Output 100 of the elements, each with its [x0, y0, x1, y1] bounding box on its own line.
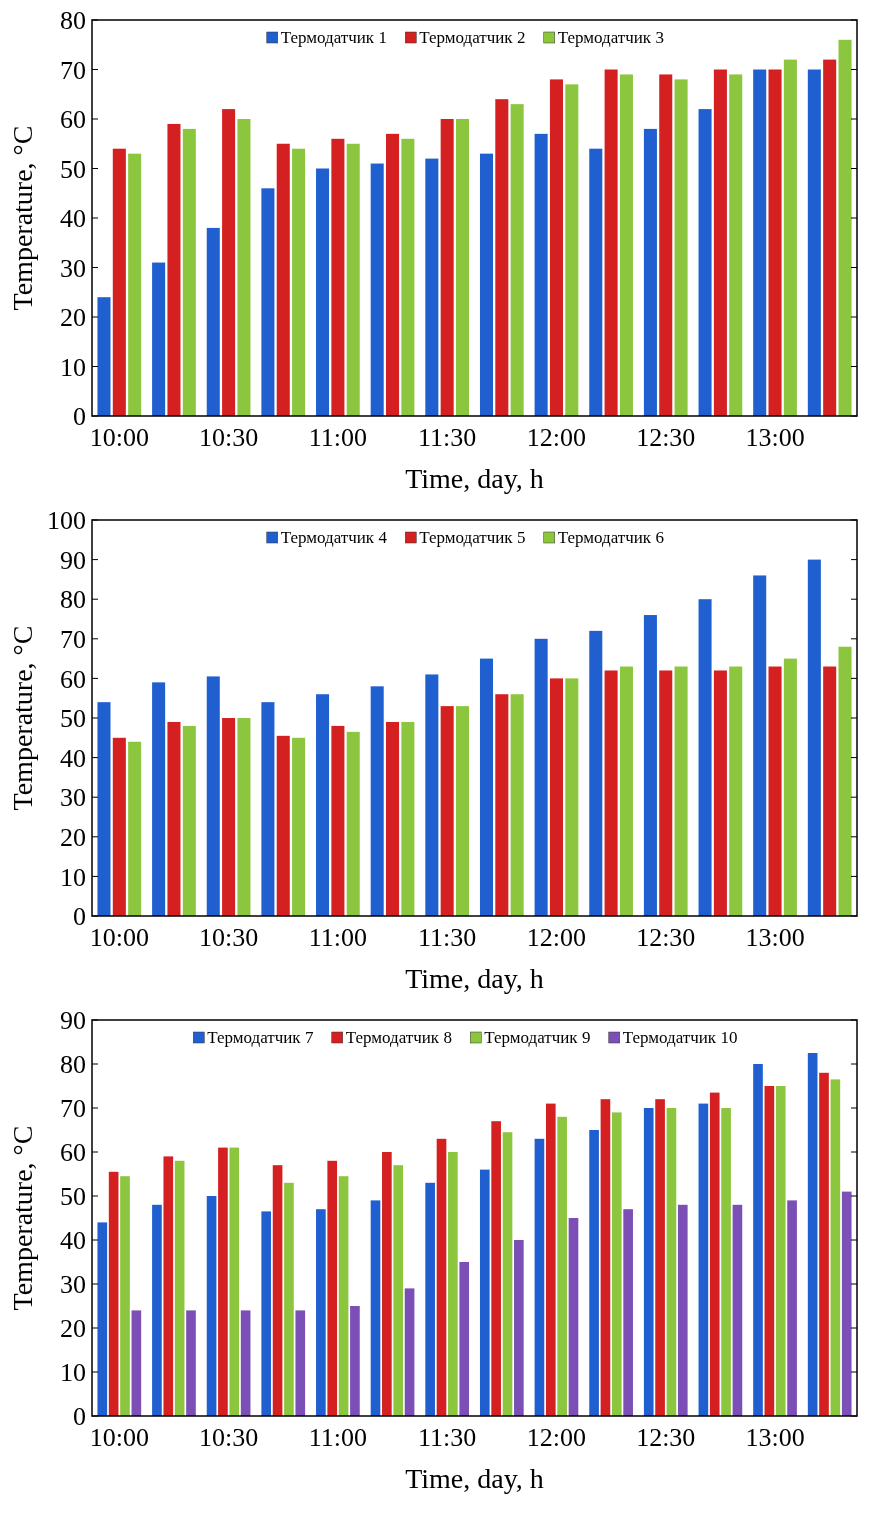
- y-tick-label: 20: [60, 303, 86, 333]
- y-tick-label: 80: [60, 585, 86, 615]
- bar: [152, 682, 166, 916]
- bar: [112, 148, 126, 416]
- bar: [655, 1099, 665, 1416]
- bar: [237, 718, 251, 916]
- x-tick-label: 12:30: [636, 923, 696, 952]
- bar: [229, 1147, 240, 1416]
- bar: [316, 168, 330, 416]
- bar: [514, 1240, 524, 1416]
- bar: [510, 104, 524, 416]
- bar: [604, 69, 618, 416]
- y-tick-label: 40: [60, 1226, 86, 1256]
- legend-label: Термодатчик 10: [622, 1028, 738, 1047]
- y-tick-label: 80: [60, 6, 86, 36]
- bar: [292, 737, 306, 916]
- bar: [167, 123, 181, 416]
- bar: [491, 1121, 501, 1416]
- bar: [167, 721, 181, 916]
- bar: [346, 731, 360, 916]
- y-tick-label: 0: [73, 402, 86, 432]
- bar: [841, 1191, 852, 1416]
- bar: [721, 1108, 731, 1416]
- bar: [97, 702, 111, 916]
- bar: [713, 670, 727, 916]
- y-axis-title: Temperature, °C: [7, 125, 38, 311]
- bar: [237, 119, 251, 416]
- bar: [768, 666, 782, 916]
- x-tick-label: 10:00: [89, 923, 149, 952]
- legend-label: Термодатчик 8: [345, 1028, 452, 1047]
- bar: [495, 694, 509, 916]
- y-tick-label: 30: [60, 783, 86, 813]
- bar: [775, 1086, 786, 1416]
- bar: [436, 1138, 447, 1416]
- y-tick-label: 20: [60, 822, 86, 852]
- x-tick-label: 13:00: [745, 1423, 805, 1452]
- y-tick-label: 20: [60, 1314, 86, 1344]
- bar: [729, 666, 743, 916]
- y-axis-title: Temperature, °C: [7, 1125, 38, 1311]
- x-tick-label: 10:30: [198, 1423, 259, 1452]
- bar: [276, 143, 290, 416]
- bar: [272, 1165, 283, 1416]
- y-tick-label: 70: [60, 624, 86, 654]
- bar: [295, 1310, 306, 1416]
- bar: [823, 666, 837, 916]
- bar: [425, 158, 439, 416]
- x-axis-title: Time, day, h: [405, 963, 544, 994]
- legend-label: Термодатчик 7: [207, 1028, 314, 1047]
- x-tick-label: 11:30: [418, 923, 477, 952]
- bar: [331, 725, 345, 916]
- bar: [456, 119, 470, 416]
- bar: [218, 1147, 228, 1416]
- bar: [729, 74, 743, 416]
- bar: [753, 575, 767, 916]
- bar: [557, 1116, 567, 1416]
- x-tick-label: 13:00: [745, 923, 805, 952]
- bar: [386, 133, 400, 416]
- x-tick-label: 12:00: [526, 1423, 587, 1452]
- y-tick-label: 90: [60, 1006, 86, 1036]
- bar: [753, 1064, 763, 1416]
- bar: [807, 559, 821, 916]
- bar: [698, 599, 712, 916]
- bar: [261, 1211, 272, 1416]
- x-axis-title: Time, day, h: [405, 1463, 544, 1494]
- bar: [838, 39, 852, 416]
- bar: [108, 1171, 119, 1416]
- bar: [284, 1182, 294, 1416]
- x-tick-label: 12:30: [636, 1423, 696, 1452]
- bar: [386, 721, 400, 916]
- bar: [643, 1108, 654, 1416]
- bar: [838, 646, 852, 916]
- bar: [174, 1160, 185, 1416]
- bar: [440, 119, 454, 416]
- bar: [186, 1310, 196, 1416]
- y-tick-label: 30: [60, 253, 86, 283]
- bar: [240, 1310, 251, 1416]
- bar: [698, 109, 712, 416]
- x-tick-label: 11:30: [418, 1423, 477, 1452]
- bar: [425, 674, 439, 916]
- bar: [120, 1176, 130, 1416]
- bar: [545, 1103, 556, 1416]
- x-tick-label: 12:00: [526, 923, 587, 952]
- bar: [346, 143, 360, 416]
- y-tick-label: 70: [60, 55, 86, 85]
- y-tick-label: 10: [60, 1358, 86, 1388]
- y-tick-label: 60: [60, 664, 86, 694]
- x-tick-label: 10:30: [198, 423, 259, 452]
- bar: [764, 1086, 775, 1416]
- bar: [674, 666, 688, 916]
- bar: [97, 297, 111, 416]
- bar: [619, 666, 633, 916]
- bar: [292, 148, 306, 416]
- bar: [623, 1209, 633, 1416]
- bar: [316, 694, 330, 916]
- legend-label: Термодатчик 1: [280, 28, 387, 47]
- y-tick-label: 50: [60, 1182, 86, 1212]
- bar: [713, 69, 727, 416]
- bar: [611, 1112, 622, 1416]
- bar: [732, 1204, 743, 1416]
- y-tick-label: 50: [60, 704, 86, 734]
